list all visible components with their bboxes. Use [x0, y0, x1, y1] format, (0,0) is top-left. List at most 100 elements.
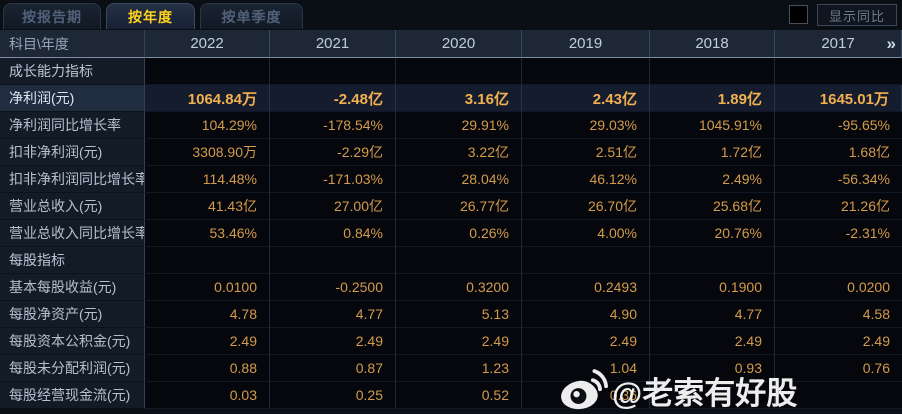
- cell-value: 25.68亿: [650, 193, 775, 220]
- cell-value: [775, 247, 902, 274]
- table-row: 营业总收入(元) 41.43亿 27.00亿 26.77亿 26.70亿 25.68亿 21…: [0, 193, 902, 220]
- cell-value: 1.89亿: [650, 85, 775, 112]
- cell-value: [650, 382, 775, 409]
- cell-value: -171.03%: [270, 166, 396, 193]
- cell-value: 41.43亿: [145, 193, 270, 220]
- cell-value: [145, 58, 270, 85]
- row-label: 每股指标: [0, 247, 145, 274]
- table-row: 净利润(元) 1064.84万 -2.48亿 3.16亿 2.43亿 1.89亿 1645.…: [0, 85, 902, 112]
- cell-value: -2.29亿: [270, 139, 396, 166]
- column-year-2020: 2020: [396, 30, 522, 58]
- cell-value: 2.49: [775, 328, 902, 355]
- cell-value: 3.22亿: [396, 139, 522, 166]
- cell-value: 1.23: [396, 355, 522, 382]
- cell-value: 3.16亿: [396, 85, 522, 112]
- cell-value: 2.49: [145, 328, 270, 355]
- tab-by-year[interactable]: 按年度: [106, 3, 195, 29]
- tab-by-report-period[interactable]: 按报告期: [3, 3, 101, 29]
- cell-value: 29.03%: [522, 112, 650, 139]
- cell-value: 2.49: [270, 328, 396, 355]
- table-row: 每股经营现金流(元) 0.03 0.25 0.52 0.36: [0, 382, 902, 409]
- cell-value: 26.77亿: [396, 193, 522, 220]
- cell-value: 0.87: [270, 355, 396, 382]
- row-label: 基本每股收益(元): [0, 274, 145, 301]
- cell-value: 2.43亿: [522, 85, 650, 112]
- column-year-2021: 2021: [270, 30, 396, 58]
- cell-value: 0.84%: [270, 220, 396, 247]
- cell-value: -95.65%: [775, 112, 902, 139]
- section-row: 成长能力指标: [0, 58, 902, 85]
- cell-value: 0.93: [650, 355, 775, 382]
- row-label: 每股未分配利润(元): [0, 355, 145, 382]
- show-yoy-label[interactable]: 显示同比: [817, 4, 898, 26]
- cell-value: 3308.90万: [145, 139, 270, 166]
- row-label: 净利润(元): [0, 85, 145, 112]
- row-label: 扣非净利润同比增长率: [0, 166, 145, 193]
- table-header-row: 科目\年度 2022 2021 2020 2019 2018 2017»: [0, 30, 902, 58]
- cell-value: 5.13: [396, 301, 522, 328]
- column-year-2022: 2022: [145, 30, 270, 58]
- cell-value: [650, 58, 775, 85]
- cell-value: 4.58: [775, 301, 902, 328]
- cell-value: [270, 58, 396, 85]
- cell-value: 0.88: [145, 355, 270, 382]
- table-row: 扣非净利润(元) 3308.90万 -2.29亿 3.22亿 2.51亿 1.72亿 1.6…: [0, 139, 902, 166]
- cell-value: 2.49: [522, 328, 650, 355]
- cell-value: 21.26亿: [775, 193, 902, 220]
- cell-value: 0.52: [396, 382, 522, 409]
- financial-table: 科目\年度 2022 2021 2020 2019 2018 2017» 成长能力指标 净利润(…: [0, 30, 902, 409]
- table-row: 扣非净利润同比增长率 114.48% -171.03% 28.04% 46.12% 2.4…: [0, 166, 902, 193]
- row-label: 每股资本公积金(元): [0, 328, 145, 355]
- cell-value: [396, 247, 522, 274]
- cell-value: 0.76: [775, 355, 902, 382]
- column-year-2018: 2018: [650, 30, 775, 58]
- cell-value: [522, 247, 650, 274]
- cell-value: 0.1900: [650, 274, 775, 301]
- cell-value: -2.48亿: [270, 85, 396, 112]
- cell-value: 0.2493: [522, 274, 650, 301]
- row-label: 营业总收入同比增长率: [0, 220, 145, 247]
- cell-value: [396, 58, 522, 85]
- cell-value: 4.78: [145, 301, 270, 328]
- cell-value: -2.31%: [775, 220, 902, 247]
- show-yoy-checkbox[interactable]: [789, 5, 808, 24]
- table-row: 每股净资产(元) 4.78 4.77 5.13 4.90 4.77 4.58: [0, 301, 902, 328]
- cell-value: 4.77: [270, 301, 396, 328]
- cell-value: 2.49: [650, 328, 775, 355]
- cell-value: [650, 247, 775, 274]
- cell-value: [270, 247, 396, 274]
- row-label: 每股净资产(元): [0, 301, 145, 328]
- cell-value: 2.51亿: [522, 139, 650, 166]
- section-row: 每股指标: [0, 247, 902, 274]
- cell-value: [775, 382, 902, 409]
- cell-value: 1645.01万: [775, 85, 902, 112]
- cell-value: 0.26%: [396, 220, 522, 247]
- cell-value: 4.77: [650, 301, 775, 328]
- cell-value: -0.2500: [270, 274, 396, 301]
- cell-value: 0.0100: [145, 274, 270, 301]
- cell-value: 1.72亿: [650, 139, 775, 166]
- row-label: 成长能力指标: [0, 58, 145, 85]
- cell-value: 1.68亿: [775, 139, 902, 166]
- cell-value: 0.0200: [775, 274, 902, 301]
- corner-label: 科目\年度: [0, 30, 145, 58]
- table-row: 每股资本公积金(元) 2.49 2.49 2.49 2.49 2.49 2.49: [0, 328, 902, 355]
- cell-value: [145, 247, 270, 274]
- cell-value: [775, 58, 902, 85]
- cell-value: 0.25: [270, 382, 396, 409]
- row-label: 每股经营现金流(元): [0, 382, 145, 409]
- table-row: 每股未分配利润(元) 0.88 0.87 1.23 1.04 0.93 0.76: [0, 355, 902, 382]
- cell-value: -56.34%: [775, 166, 902, 193]
- column-year-2019: 2019: [522, 30, 650, 58]
- row-label: 营业总收入(元): [0, 193, 145, 220]
- cell-value: 27.00亿: [270, 193, 396, 220]
- columns-forward-icon[interactable]: »: [886, 33, 897, 53]
- cell-value: 0.3200: [396, 274, 522, 301]
- row-label: 净利润同比增长率: [0, 112, 145, 139]
- cell-value: [522, 58, 650, 85]
- cell-value: 1.04: [522, 355, 650, 382]
- cell-value: -178.54%: [270, 112, 396, 139]
- cell-value: 2.49: [396, 328, 522, 355]
- table-row: 净利润同比增长率 104.29% -178.54% 29.91% 29.03% 1045.…: [0, 112, 902, 139]
- tab-by-single-quarter[interactable]: 按单季度: [200, 3, 303, 29]
